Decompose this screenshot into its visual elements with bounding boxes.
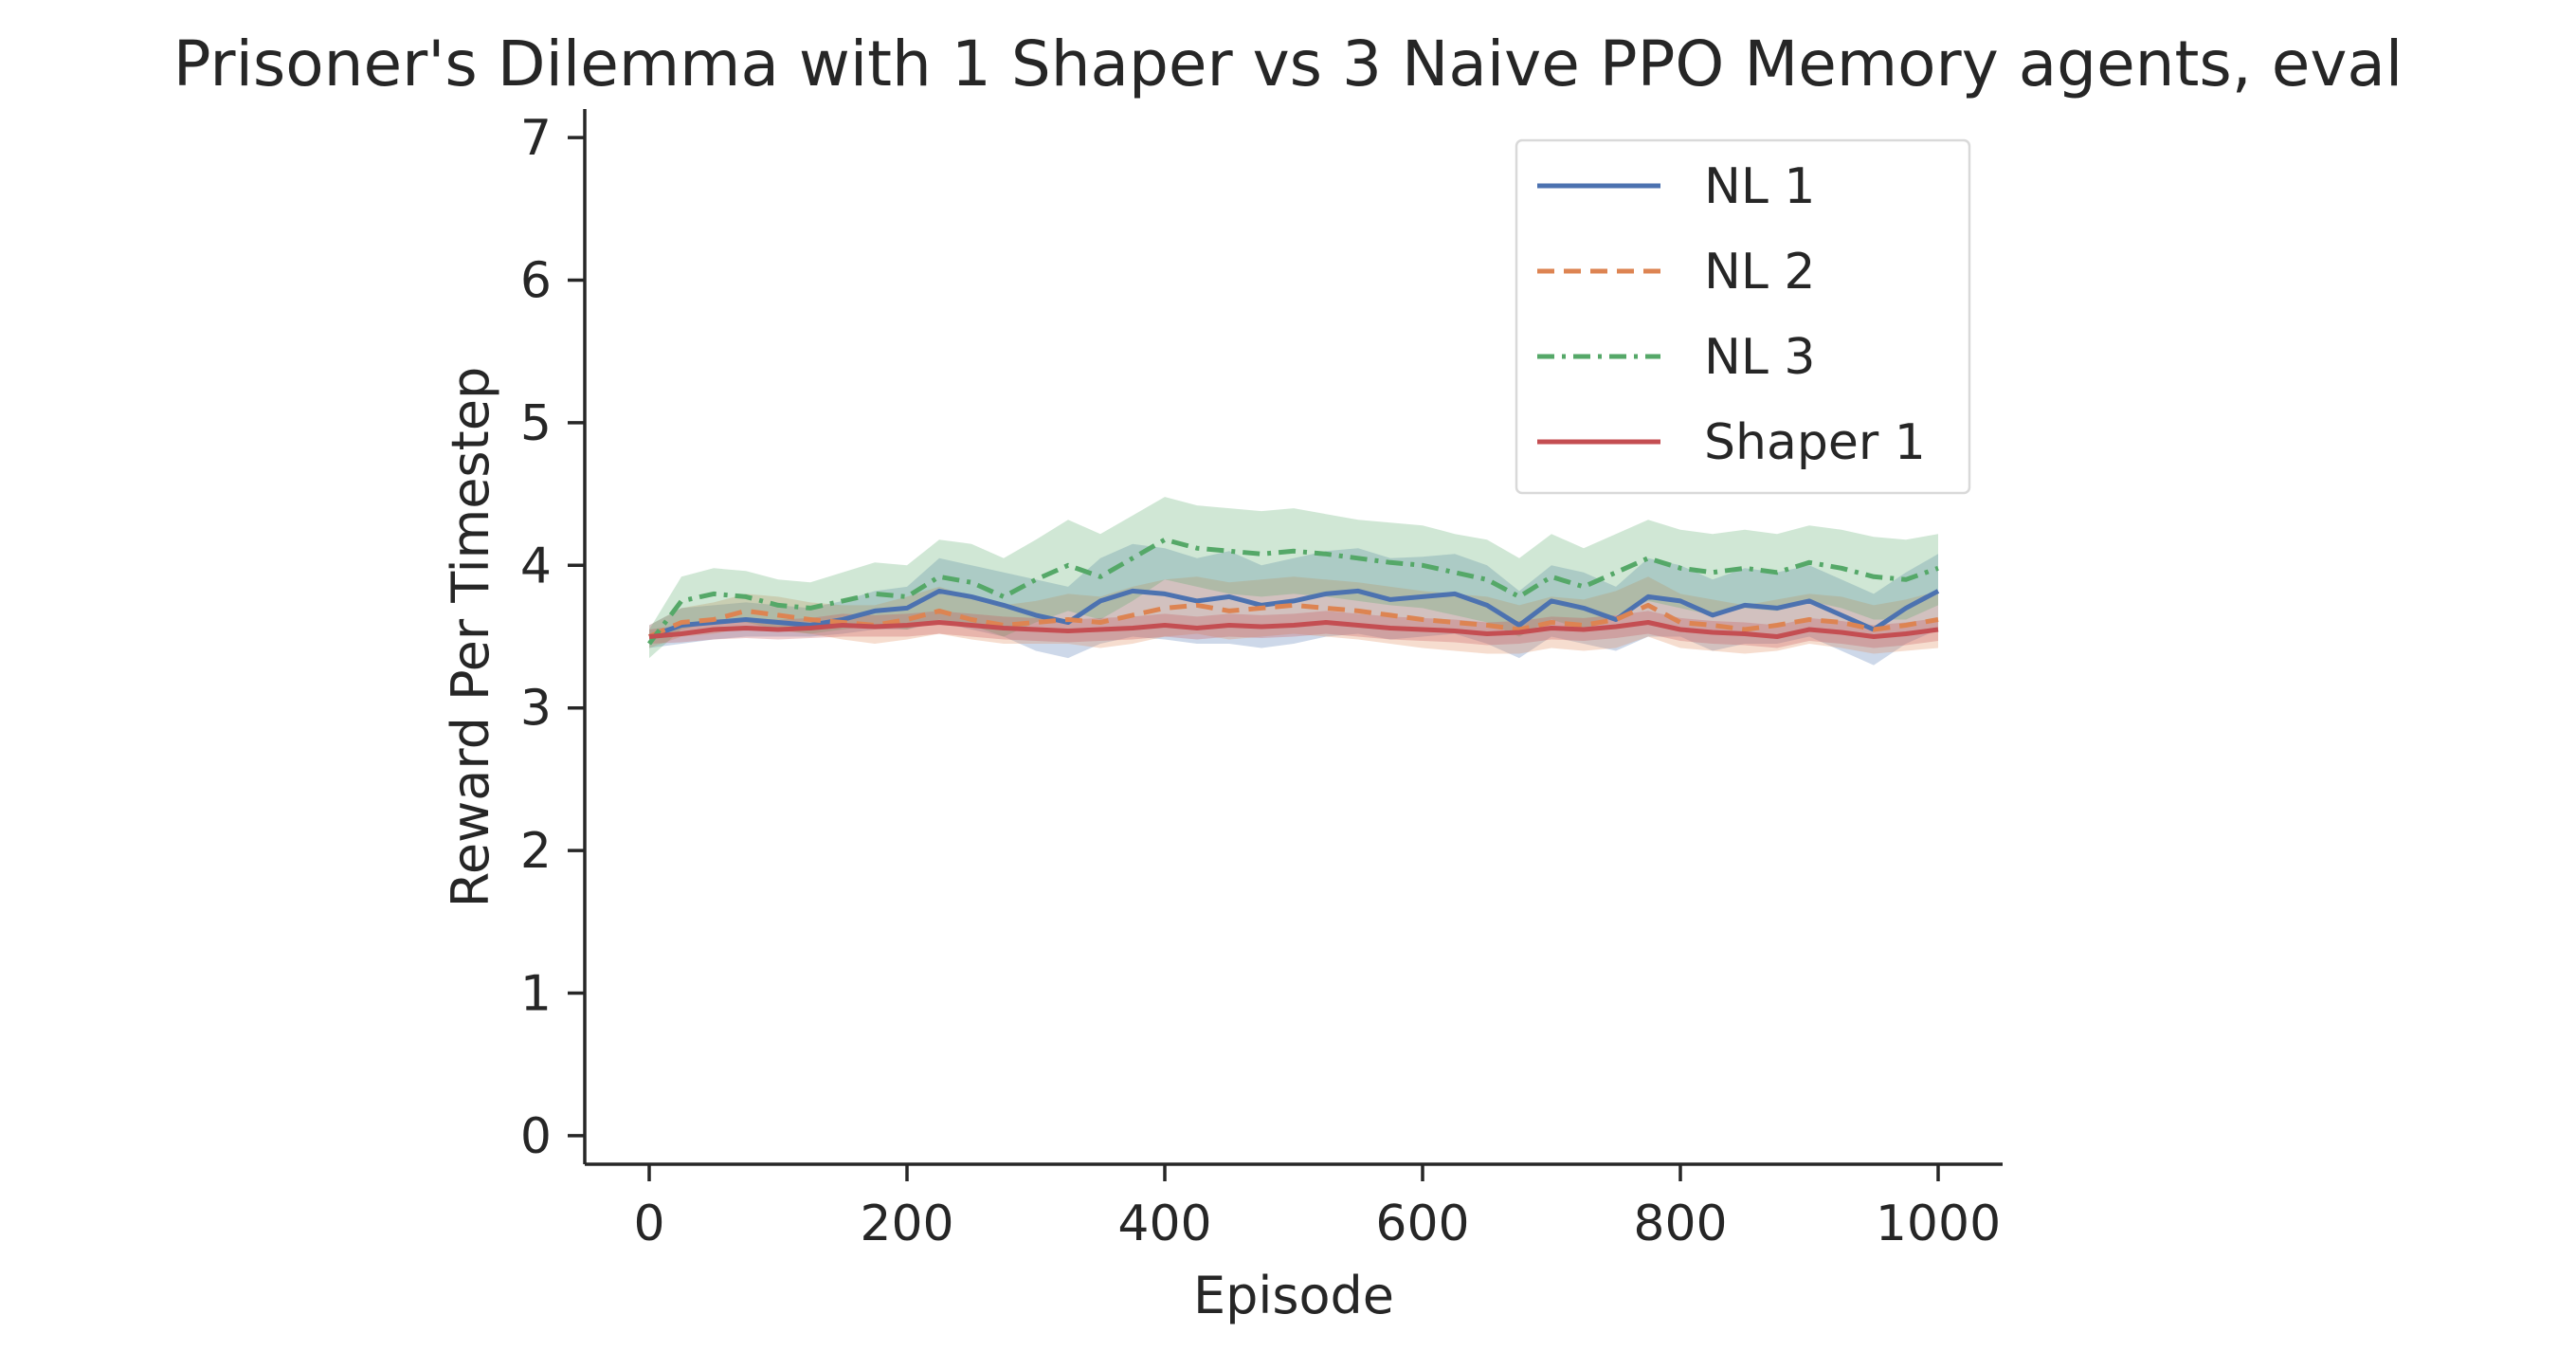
nl-1-band xyxy=(649,543,1938,666)
legend-label: NL 2 xyxy=(1704,244,1815,301)
y-tick-label: 2 xyxy=(520,823,552,880)
legend-box xyxy=(1515,138,1971,495)
y-tick-label: 7 xyxy=(520,110,552,167)
chart-title: Prisoner's Dilemma with 1 Shaper vs 3 Na… xyxy=(173,27,2403,100)
series-lines xyxy=(647,537,1940,646)
x-tick-label: 0 xyxy=(633,1196,664,1252)
confidence-bands xyxy=(649,497,1938,666)
nl-3-line xyxy=(647,537,1939,646)
nl-1-line xyxy=(648,588,1940,639)
legend-label: Shaper 1 xyxy=(1704,414,1926,471)
x-tick-label: 600 xyxy=(1375,1196,1469,1252)
y-axis-label: Reward Per Timestep xyxy=(441,367,500,907)
x-tick-label: 200 xyxy=(860,1196,953,1252)
y-tick-label: 3 xyxy=(520,681,552,738)
axes: 0 200 400 600 800 1000 0 1 2 3 4 5 6 7 xyxy=(520,109,2003,1252)
y-tick-label: 1 xyxy=(520,966,552,1023)
nl-2-band xyxy=(649,576,1938,654)
y-tick-label: 5 xyxy=(520,395,552,452)
y-tick-label: 0 xyxy=(520,1108,552,1165)
shaper-1-line xyxy=(648,620,1939,639)
legend: NL 1 NL 2 NL 3 Shaper 1 xyxy=(1515,138,1971,495)
x-tick-label: 400 xyxy=(1117,1196,1211,1252)
y-tick-label: 4 xyxy=(520,538,552,594)
y-tick-label: 6 xyxy=(520,252,552,309)
x-tick-label: 1000 xyxy=(1876,1196,2001,1252)
legend-label: NL 3 xyxy=(1704,329,1815,386)
x-axis-label: Episode xyxy=(1193,1266,1394,1325)
x-tick-label: 800 xyxy=(1633,1196,1727,1252)
legend-label: NL 1 xyxy=(1704,158,1815,215)
